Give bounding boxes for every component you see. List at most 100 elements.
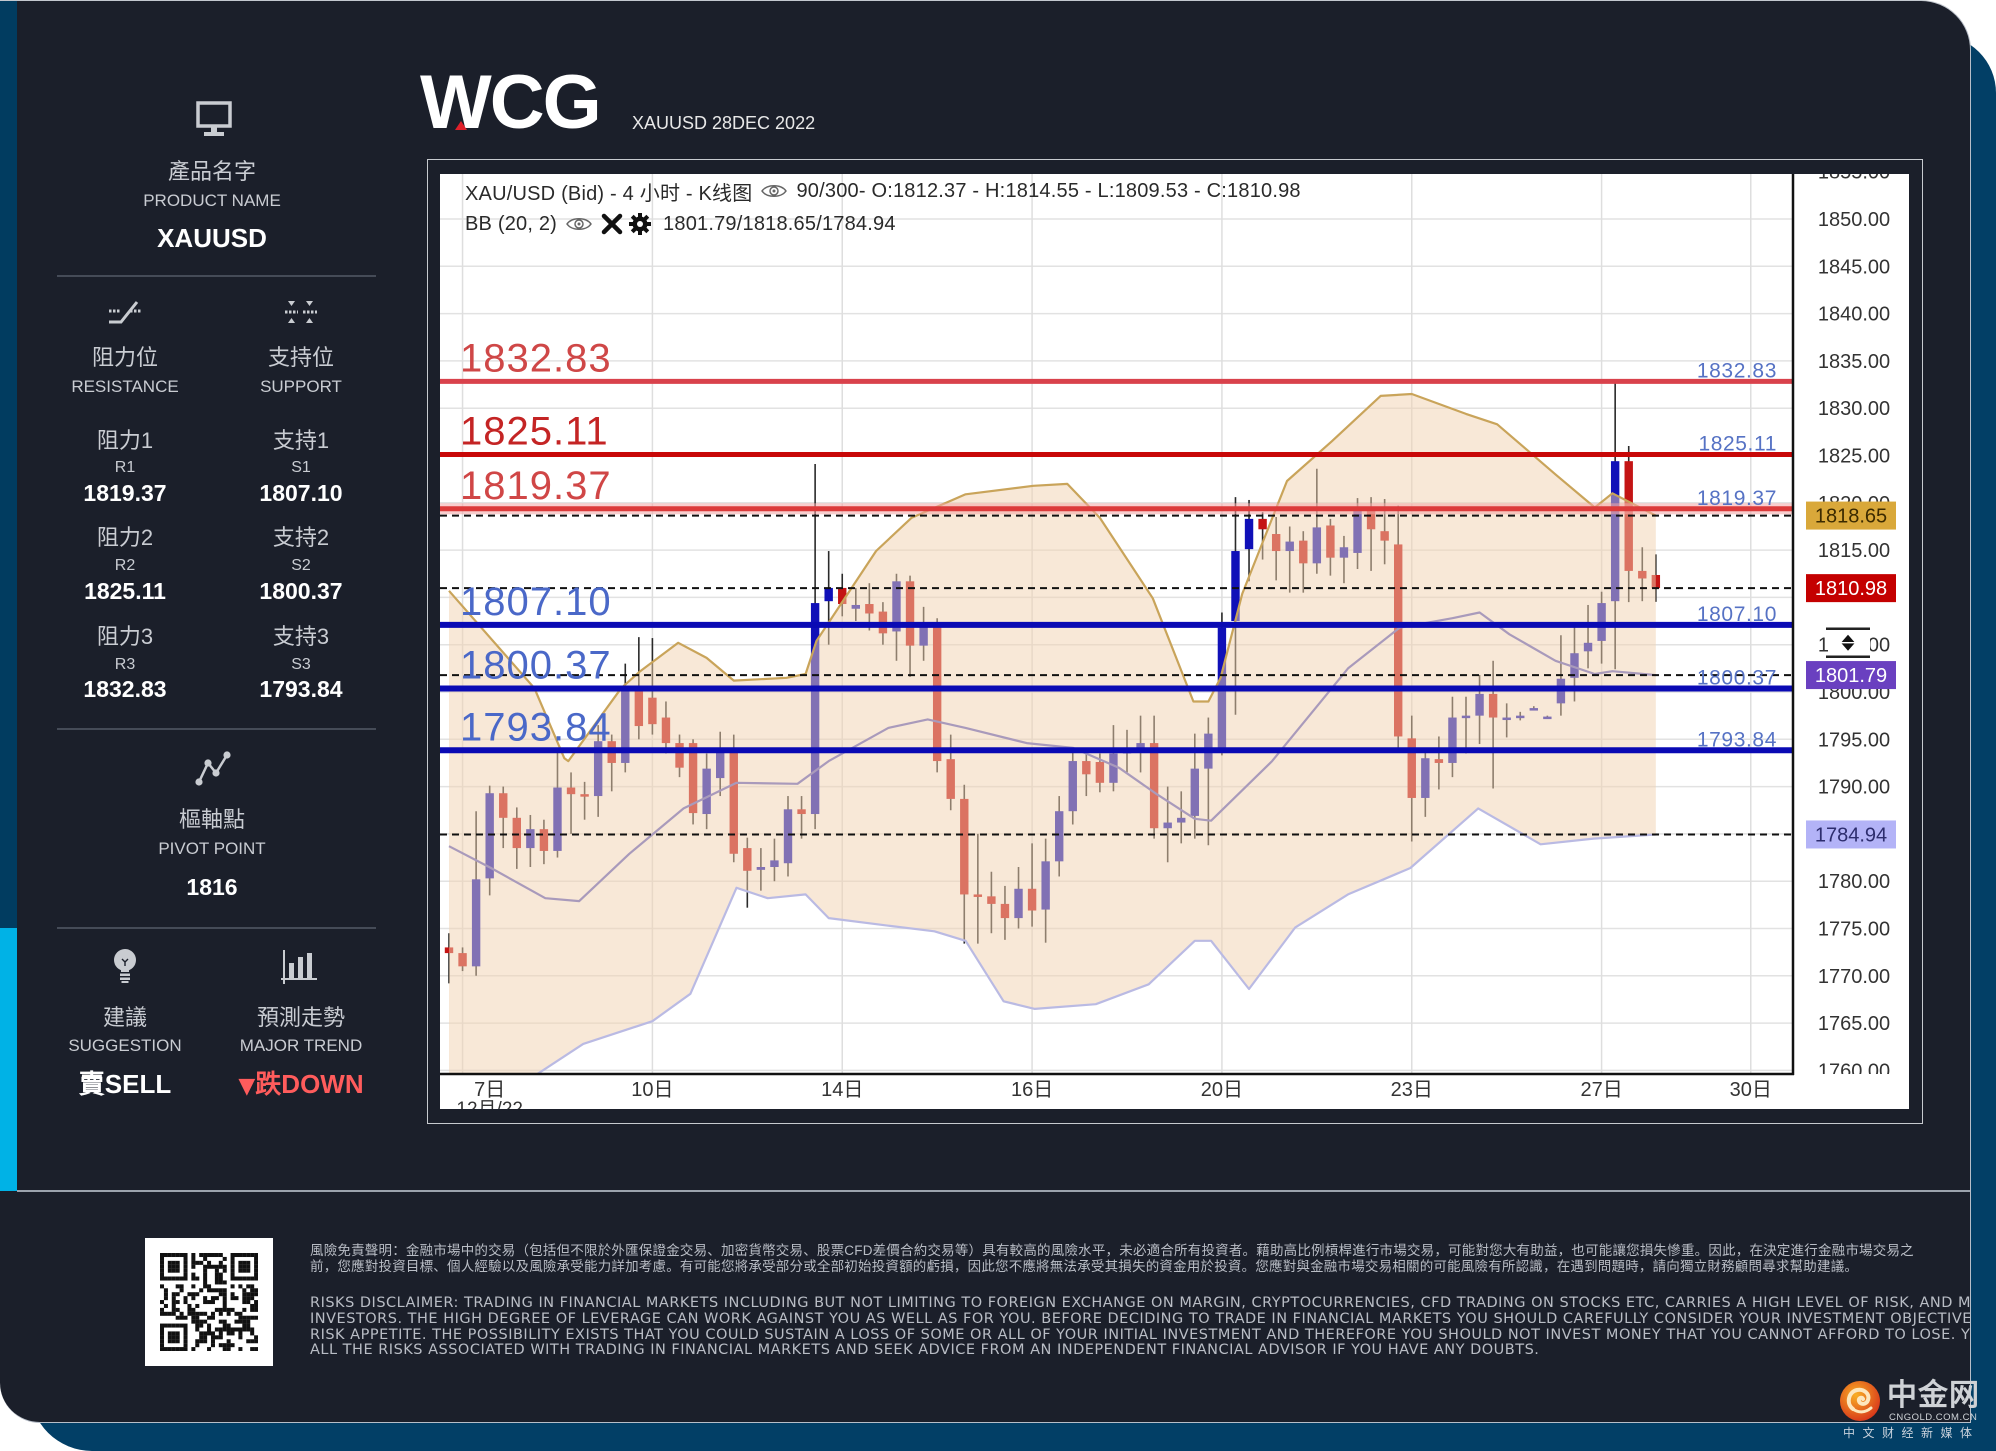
chart-symbol-label: XAU/USD (Bid) - 4 小时 - K线图 [465, 182, 753, 205]
x-axis-label: 10日 [631, 1079, 673, 1101]
trend-value-text: 跌DOWN [255, 1069, 364, 1099]
level-label-right: 1825.11 [1698, 432, 1777, 455]
x-axis-sublabel: 12月/22 [456, 1099, 523, 1109]
level-label-left: 1800.37 [460, 643, 612, 687]
level-label-right: 1832.83 [1697, 359, 1777, 382]
suggestion-label-zh: 建議 [102, 1005, 147, 1030]
disclaimer-en-line: INVESTORS. THE HIGH DEGREE OF LEVERAGE C… [310, 1311, 1971, 1327]
trend-label-zh: 預測走勢 [256, 1005, 345, 1030]
y-axis-label: 1830.00 [1818, 398, 1890, 420]
disclaimer-en-line: RISKS DISCLAIMER: TRADING IN FINANCIAL M… [310, 1295, 1971, 1311]
support-title-en: SUPPORT [260, 377, 342, 396]
svg-text:1818.65: 1818.65 [1815, 506, 1887, 528]
pivot-label-zh: 樞軸點 [178, 807, 245, 832]
level-label-left: 1807.10 [460, 580, 612, 624]
y-axis-label: 1780.00 [1818, 871, 1890, 893]
y-axis-label: 1760.00 [1818, 1060, 1890, 1082]
y-axis[interactable]: 1855.00 1850.00 1845.00 1840.00 1835.00 1830.… [1806, 174, 1896, 1082]
candle-body [1258, 518, 1267, 530]
x-axis-label: 16日 [1011, 1079, 1053, 1101]
price-tag-bb-middle: 1801.79 [1806, 661, 1896, 690]
resistance-title-en: RESISTANCE [71, 377, 179, 396]
resistance-1-value: 1819.37 [83, 480, 167, 506]
analysis-card: 產品名字 PRODUCT NAME XAUUSD 阻力位 RESISTANCE … [0, 0, 1971, 1423]
pivot-value: 1816 [186, 874, 238, 900]
support-3-value: 1793.84 [259, 676, 343, 702]
support-title-zh: 支持位 [267, 345, 334, 370]
sidebar-divider [57, 728, 376, 730]
trend-value: ▼跌DOWN [201, 1071, 401, 1098]
indicator-name: BB (20, 2) [465, 212, 558, 235]
svg-text:1810.98: 1810.98 [1815, 578, 1887, 600]
x-axis-label: 20日 [1201, 1079, 1243, 1101]
report-subtitle: XAUUSD 28DEC 2022 [632, 113, 816, 133]
y-axis-label: 1795.00 [1818, 729, 1890, 751]
y-axis-label: 1850.00 [1818, 209, 1890, 231]
price-tag-last-close: 1810.98 [1806, 574, 1896, 603]
accent-strip-cyan [0, 928, 17, 1191]
price-chart[interactable]: 1832.83 1832.83 1825.11 1825.11 1819.37 1819.… [440, 174, 1909, 1109]
eye-icon[interactable] [760, 182, 788, 200]
support-1-value: 1807.10 [259, 480, 343, 506]
logo-accent-triangle [455, 121, 467, 130]
chart-ohlc-values: - O:1812.37 - H:1814.55 - L:1809.53 - C:… [858, 179, 1301, 202]
support-3-code: S3 [291, 656, 311, 673]
gear-icon[interactable] [629, 213, 652, 235]
chart-panel[interactable]: 1832.83 1832.83 1825.11 1825.11 1819.37 1819.… [440, 174, 1909, 1109]
resistance-2-value: 1825.11 [84, 578, 166, 604]
level-label-right: 1800.37 [1697, 666, 1777, 689]
level-label-right: 1807.10 [1697, 603, 1777, 626]
drag-handle-icon[interactable] [1826, 627, 1870, 658]
watermark-tagline: 中文财经新媒体 [1843, 1426, 1980, 1440]
support-2-value: 1800.37 [259, 578, 343, 604]
close-icon[interactable] [601, 213, 623, 235]
price-tag-bb-lower: 1784.94 [1806, 820, 1896, 849]
support-1-label: 支持1 [272, 428, 330, 453]
level-label-left: 1819.37 [460, 464, 612, 508]
resistance-icon [109, 301, 141, 324]
resistance-3-label: 阻力3 [96, 624, 154, 649]
bollinger-upper-line [448, 392, 1657, 763]
down-arrow-icon: ▼ [238, 1074, 256, 1099]
level-label-right: 1819.37 [1697, 487, 1777, 510]
sidebar-divider [57, 927, 376, 929]
product-label-en: PRODUCT NAME [143, 191, 281, 210]
support-3-label: 支持3 [272, 624, 330, 649]
bollinger-lower-line [535, 807, 1656, 1074]
candle-body [1651, 574, 1661, 589]
y-axis-label: 1815.00 [1818, 540, 1890, 562]
y-axis-label: 1790.00 [1818, 777, 1890, 799]
y-axis-label: 1775.00 [1818, 919, 1890, 941]
footer-divider [17, 1190, 1970, 1192]
level-label-left: 1832.83 [460, 336, 612, 380]
candle-body [824, 587, 833, 602]
resistance-1-code: R1 [114, 459, 136, 476]
resistance-1-label: 阻力1 [96, 428, 154, 453]
eye-icon[interactable] [565, 215, 593, 233]
support-2-code: S2 [291, 557, 311, 574]
y-axis-label: 1770.00 [1818, 966, 1890, 988]
y-axis-label: 1840.00 [1818, 304, 1890, 326]
accent-strip-dark [0, 1, 17, 928]
qr-code-icon[interactable] [145, 1238, 273, 1366]
brand-logo: WCG [420, 60, 602, 145]
product-value: XAUUSD [157, 223, 267, 253]
chart-bar-count: 90/300 [796, 179, 859, 202]
plot-area[interactable]: 1832.83 1832.83 1825.11 1825.11 1819.37 1819.… [440, 174, 1793, 1109]
support-2-label: 支持2 [272, 525, 330, 550]
y-axis-label: 1845.00 [1818, 256, 1890, 278]
resistance-2-code: R2 [114, 557, 136, 574]
level-label-right: 1793.84 [1697, 728, 1777, 751]
x-axis-label: 23日 [1391, 1079, 1433, 1101]
svg-text:1801.79: 1801.79 [1815, 665, 1887, 687]
price-tag-bb-upper: 1818.65 [1806, 501, 1896, 530]
candle[interactable] [1651, 554, 1661, 602]
watermark-domain: CNGOLD.COM.CN [1889, 1412, 1978, 1423]
svg-text:1784.94: 1784.94 [1815, 824, 1887, 846]
x-axis-label: 30日 [1730, 1079, 1772, 1101]
level-label-left: 1825.11 [460, 409, 609, 453]
candle-body [1244, 518, 1254, 550]
chart-legend-symbol: XAU/USD (Bid) - 4 小时 - K线图 90/300 - O:18… [465, 179, 1301, 205]
sidebar-divider [57, 275, 376, 277]
